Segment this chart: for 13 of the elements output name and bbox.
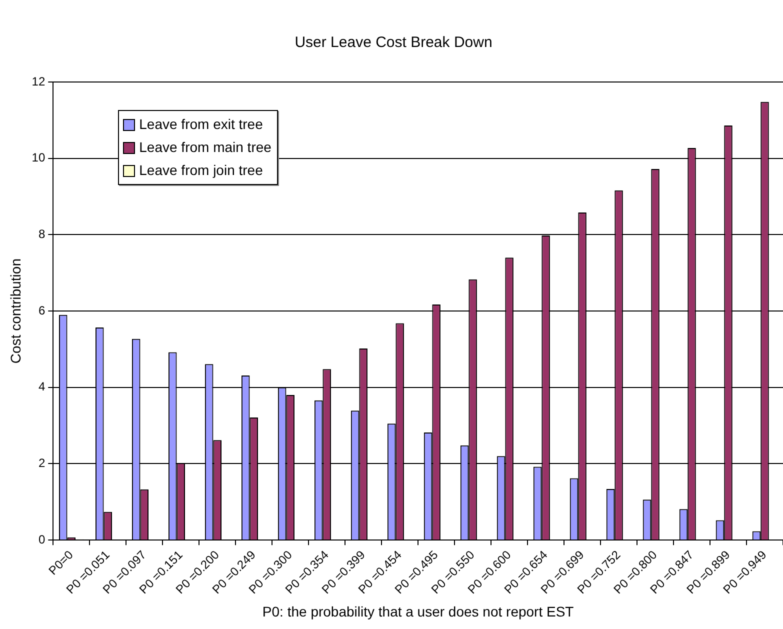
y-axis-title: Cost contribution — [7, 258, 24, 364]
y-tick-label: 8 — [38, 227, 46, 242]
y-tick-label: 10 — [32, 150, 46, 165]
y-tick-label: 2 — [38, 456, 46, 470]
y-tick-label: 4 — [38, 380, 46, 394]
y-tick-label: 12 — [32, 74, 46, 88]
legend-label: Leave from main tree — [139, 138, 272, 157]
legend-label: Leave from exit tree — [139, 115, 263, 134]
legend-label: Leave from join tree — [139, 161, 263, 180]
chart-title: User Leave Cost Break Down — [294, 34, 492, 52]
x-axis-title: P0: the probability that a user does not report EST — [262, 603, 574, 620]
y-tick-label: 0 — [38, 532, 46, 546]
y-tick-label: 6 — [38, 303, 46, 318]
